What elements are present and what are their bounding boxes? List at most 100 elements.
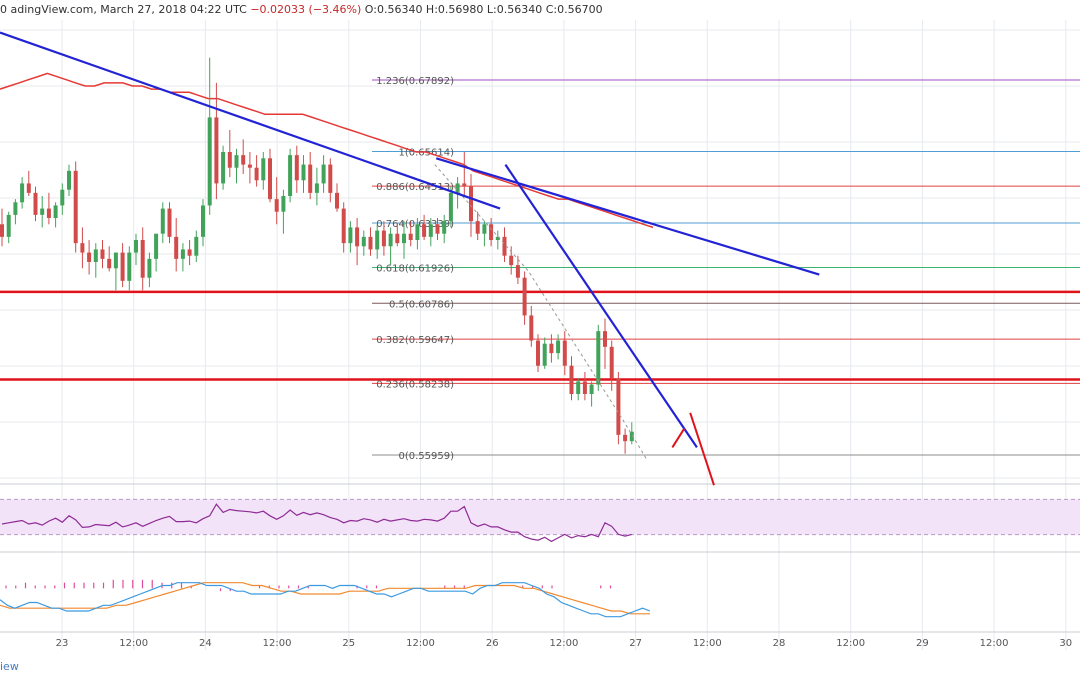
candle-body — [509, 255, 514, 266]
fibonacci-levels: 1.236(0.67892) 1(0.65614) 0.886(0.64513) 0.… — [372, 76, 1080, 462]
candle-body — [549, 343, 554, 354]
candle-body — [515, 265, 520, 278]
candle-body — [26, 183, 31, 193]
footer-link[interactable]: iew — [0, 660, 19, 673]
fib-level-label: 0.886(0.64513) — [376, 182, 454, 193]
candle-body — [402, 233, 406, 244]
candle-body — [113, 252, 118, 269]
candle-body — [596, 331, 601, 385]
x-tick-label: 12:00 — [263, 638, 292, 649]
x-tick-label: 23 — [56, 638, 69, 649]
candle-body — [582, 381, 587, 394]
candle-body — [502, 236, 507, 256]
rsi-line — [1, 503, 632, 543]
candle-body — [180, 249, 185, 259]
x-tick-label: 12:00 — [836, 638, 865, 649]
projection-arrows — [671, 412, 715, 486]
candle-body — [328, 164, 333, 193]
candle-body — [522, 277, 527, 316]
candle-body — [60, 189, 65, 206]
candle-body — [435, 224, 440, 234]
projection-line — [689, 412, 715, 486]
x-tick-label: 29 — [916, 638, 929, 649]
rsi-band — [0, 499, 1080, 535]
header-change: −0.02033 (−3.46%) — [250, 3, 362, 16]
candle-body — [294, 155, 299, 181]
support-levels — [0, 290, 1080, 381]
candle-body — [33, 192, 38, 215]
fib-level-label: 0.236(0.58238) — [376, 379, 454, 390]
candle-body — [422, 224, 427, 237]
candle-body — [341, 208, 346, 244]
candle-body — [281, 196, 286, 212]
fib-level-label: 1(0.65614) — [398, 148, 454, 159]
header-ohlc: O:0.56340 H:0.56980 L:0.56340 C:0.56700 — [364, 3, 603, 16]
candle-body — [314, 183, 319, 193]
candle-body — [381, 230, 386, 247]
candle-body — [448, 192, 453, 222]
candle-body — [415, 224, 420, 240]
candle-body — [147, 258, 152, 278]
candle-body — [46, 208, 51, 218]
candle-body — [616, 378, 621, 435]
candle-body — [629, 431, 634, 442]
candle-body — [489, 224, 494, 240]
trendline — [0, 31, 501, 210]
candle-body — [93, 249, 98, 262]
candle-body — [348, 227, 353, 244]
candle-body — [569, 365, 574, 394]
candle-body — [120, 252, 125, 281]
candle-body — [442, 221, 447, 234]
x-tick-label: 12:00 — [980, 638, 1009, 649]
fib-level-label: 0.5(0.60786) — [389, 299, 454, 310]
rsi-panel — [0, 498, 1080, 543]
candle-body — [589, 384, 594, 394]
fib-level-label: 0.618(0.61926) — [376, 263, 454, 274]
x-tick-label: 12:00 — [119, 638, 148, 649]
candle-body — [80, 243, 85, 253]
candle-body — [428, 224, 433, 237]
candle-body — [154, 233, 159, 259]
trendlines — [0, 31, 820, 449]
candle-body — [134, 240, 138, 253]
x-axis: 23 12:00 24 12:00 25 12:00 26 12:00 27 12:00 28 12:… — [56, 638, 1073, 649]
candle-body — [603, 331, 607, 347]
candle-body — [254, 167, 259, 181]
moving-average — [0, 72, 654, 229]
candle-body — [355, 227, 360, 247]
candle-body — [174, 236, 179, 259]
candle-body — [556, 340, 561, 354]
candle-body — [107, 258, 112, 269]
candle-body — [536, 340, 540, 366]
candle-body — [6, 214, 11, 237]
fib-level-label: 0.382(0.59647) — [376, 335, 454, 346]
candle-body — [194, 236, 199, 256]
fib-level-label: 0(0.55959) — [398, 451, 454, 462]
candle-body — [375, 230, 380, 250]
candle-body — [321, 164, 326, 184]
candle-body — [127, 252, 132, 281]
candle-body — [187, 249, 192, 256]
candle-body — [201, 205, 205, 237]
swing-path — [434, 164, 648, 461]
candle-body — [609, 346, 614, 379]
x-tick-label: 12:00 — [406, 638, 435, 649]
candle-body — [408, 233, 413, 240]
candle-body — [227, 152, 232, 168]
candle-body — [160, 208, 165, 234]
candle-body — [495, 236, 500, 240]
macd-line — [0, 582, 651, 618]
candle-body — [562, 340, 567, 366]
candle-body — [67, 170, 71, 190]
candle-body — [207, 117, 212, 206]
candlesticks — [0, 57, 648, 461]
candle-body — [87, 252, 92, 262]
trendline — [435, 157, 820, 276]
candle-body — [13, 202, 18, 215]
grid-layer — [0, 20, 1080, 650]
x-tick-label: 25 — [342, 638, 355, 649]
x-tick-label: 30 — [1059, 638, 1072, 649]
candle-body — [221, 152, 226, 184]
